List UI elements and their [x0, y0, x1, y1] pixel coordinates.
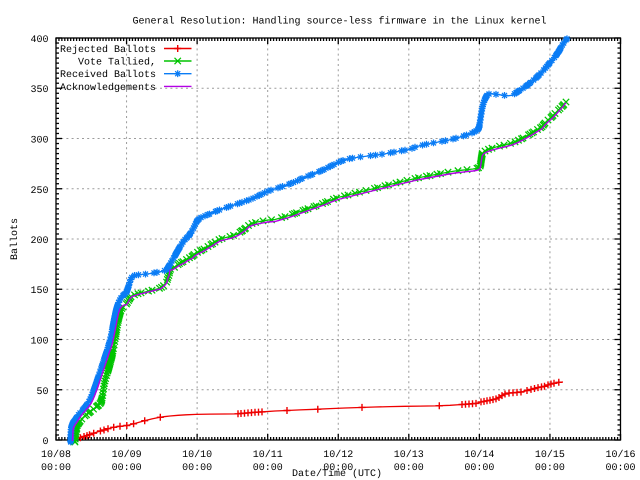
svg-text:Received Ballots: Received Ballots	[60, 69, 156, 81]
svg-text:00:00: 00:00	[253, 463, 283, 474]
svg-text:10/14: 10/14	[464, 449, 494, 461]
svg-text:350: 350	[30, 85, 48, 96]
svg-text:10/10: 10/10	[182, 449, 212, 461]
svg-text:00:00: 00:00	[464, 463, 494, 474]
svg-text:Acknowledgements: Acknowledgements	[60, 82, 156, 94]
svg-text:400: 400	[30, 35, 48, 46]
svg-text:0: 0	[42, 437, 48, 448]
svg-text:Rejected Ballots: Rejected Ballots	[60, 44, 156, 56]
svg-text:250: 250	[30, 186, 48, 197]
svg-text:00:00: 00:00	[41, 463, 71, 474]
svg-text:100: 100	[30, 337, 48, 348]
svg-text:00:00: 00:00	[323, 463, 353, 474]
svg-text:50: 50	[36, 387, 48, 398]
svg-text:Vote Tallied,: Vote Tallied,	[78, 57, 156, 69]
svg-text:10/15: 10/15	[535, 449, 565, 461]
svg-text:00:00: 00:00	[605, 463, 635, 474]
svg-text:10/11: 10/11	[253, 449, 283, 461]
svg-text:00:00: 00:00	[535, 463, 565, 474]
svg-text:00:00: 00:00	[182, 463, 212, 474]
svg-text:Ballots: Ballots	[9, 218, 21, 260]
svg-text:10/12: 10/12	[323, 449, 353, 461]
svg-text:150: 150	[30, 286, 48, 297]
svg-text:Date/Time (UTC): Date/Time (UTC)	[292, 468, 382, 480]
svg-text:10/09: 10/09	[112, 449, 142, 461]
svg-text:00:00: 00:00	[394, 463, 424, 474]
svg-text:10/16: 10/16	[605, 449, 635, 461]
svg-text:10/08: 10/08	[41, 449, 71, 461]
svg-text:General Resolution: Handling s: General Resolution: Handling source-less…	[132, 16, 546, 28]
svg-text:300: 300	[30, 136, 48, 147]
svg-text:200: 200	[30, 236, 48, 247]
svg-text:00:00: 00:00	[112, 463, 142, 474]
svg-text:10/13: 10/13	[394, 449, 424, 461]
